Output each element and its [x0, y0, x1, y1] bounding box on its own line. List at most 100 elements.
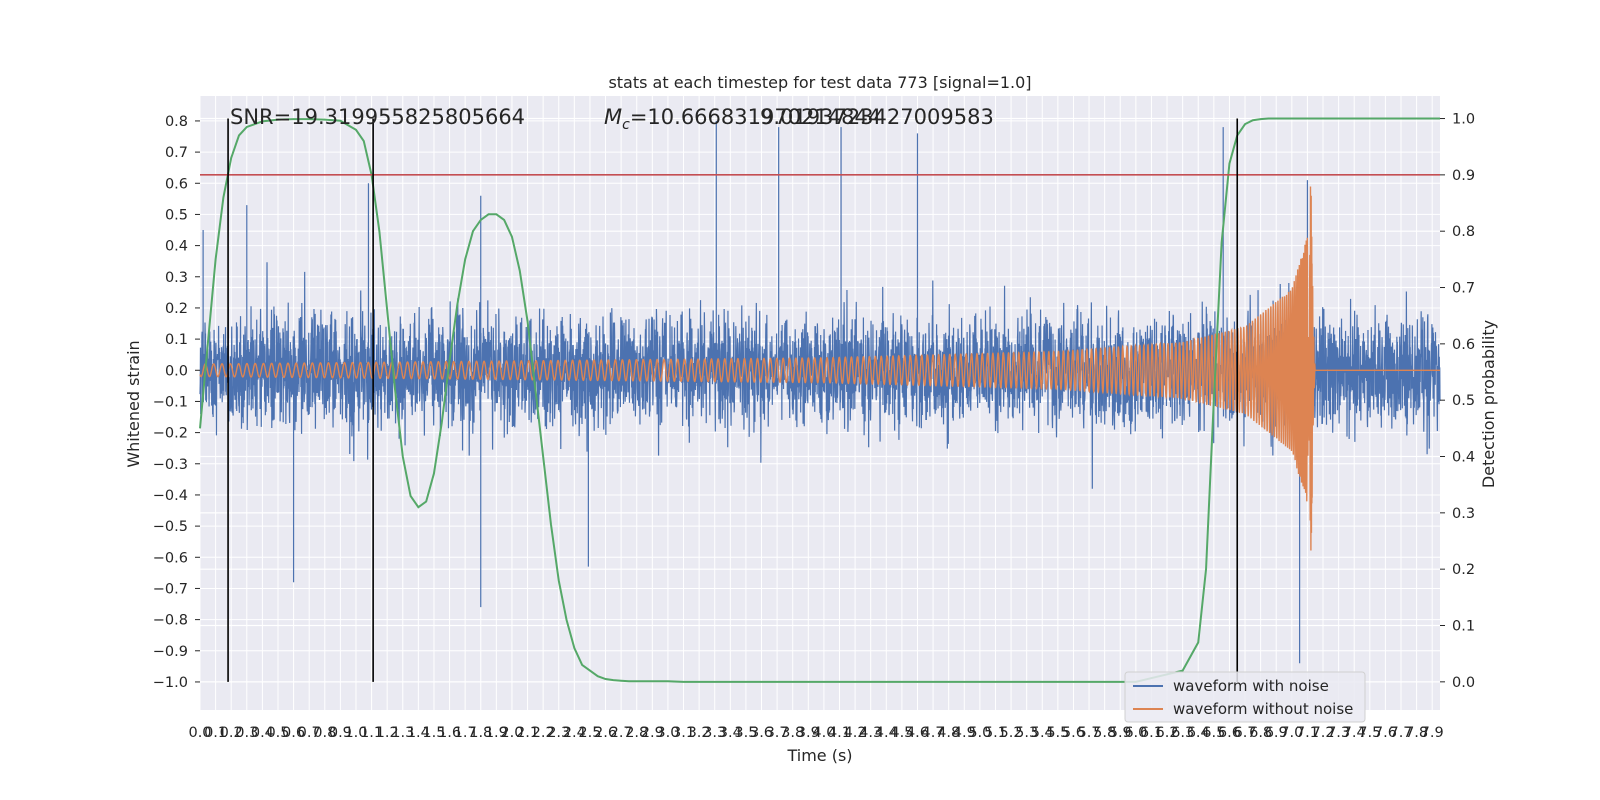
y2-tick-label: 0.0: [1452, 675, 1475, 691]
x-tick-label: 4.5: [890, 725, 913, 741]
x-tick-label: 1.7: [454, 725, 477, 741]
x-tick-label: 1.2: [376, 725, 399, 741]
x-tick-label: 5.7: [1078, 725, 1101, 741]
x-tick-label: 1.8: [469, 725, 492, 741]
chirp-mass-value: =10.666831970214844: [630, 105, 881, 129]
x-tick-label: 0.4: [251, 725, 274, 741]
y-tick-label: −0.1: [153, 394, 188, 410]
x-tick-label: 4.7: [922, 725, 945, 741]
x-tick-label: 0.8: [313, 725, 336, 741]
y-tick-label: −0.4: [153, 488, 188, 504]
x-tick-label: 0.2: [220, 725, 243, 741]
y2-tick-label: 0.9: [1452, 168, 1475, 184]
y-axis-label: Whitened strain: [124, 340, 143, 467]
x-tick-label: 2.7: [610, 725, 633, 741]
y2-tick-label: 0.1: [1452, 619, 1475, 635]
y2-axis-label: Detection probability: [1479, 320, 1498, 488]
x-tick-label: 6.3: [1171, 725, 1194, 741]
x-tick-label: 2.1: [516, 725, 539, 741]
x-tick-label: 2.8: [625, 725, 648, 741]
x-tick-label: 6.9: [1265, 725, 1288, 741]
y-tick-label: 0.3: [165, 270, 188, 286]
y-tick-label: 0.8: [165, 114, 188, 130]
x-tick-label: 1.5: [422, 725, 445, 741]
x-tick-label: 3.8: [781, 725, 804, 741]
x-tick-label: 7.6: [1374, 725, 1397, 741]
x-tick-label: 7.8: [1405, 725, 1428, 741]
x-tick-label: 0.5: [266, 725, 289, 741]
y-tick-label: −0.3: [153, 457, 188, 473]
x-tick-label: 5.4: [1031, 725, 1054, 741]
y-tick-label: −0.9: [153, 644, 188, 660]
x-tick-label: 2.0: [500, 725, 523, 741]
x-axis-label: Time (s): [786, 746, 852, 765]
x-tick-label: 3.6: [750, 725, 773, 741]
x-tick-label: 5.9: [1109, 725, 1132, 741]
x-tick-label: 4.1: [828, 725, 851, 741]
x-tick-label: 5.8: [1093, 725, 1116, 741]
y2-tick-label: 0.5: [1452, 393, 1475, 409]
y-tick-label: 0.7: [165, 145, 188, 161]
x-tick-label: 2.2: [532, 725, 555, 741]
x-tick-label: 5.3: [1015, 725, 1038, 741]
y-tick-label: −0.7: [153, 581, 188, 597]
x-tick-label: 0.3: [235, 725, 258, 741]
x-tick-label: 3.3: [703, 725, 726, 741]
x-tick-label: 7.5: [1358, 725, 1381, 741]
y-tick-label: 0.0: [165, 363, 188, 379]
y-tick-label: 0.2: [165, 301, 188, 317]
x-tick-label: 4.3: [859, 725, 882, 741]
x-tick-label: 6.0: [1124, 725, 1147, 741]
x-tick-label: 0.7: [298, 725, 321, 741]
x-tick-label: 5.1: [984, 725, 1007, 741]
x-axis-ticks: 0.00.10.20.30.40.50.60.70.80.91.01.11.21…: [188, 725, 1443, 741]
x-tick-label: 7.3: [1327, 725, 1350, 741]
chart-title: stats at each timestep for test data 773…: [608, 73, 1031, 92]
x-tick-label: 2.4: [563, 725, 586, 741]
x-tick-label: 3.7: [766, 725, 789, 741]
legend: waveform with noise waveform without noi…: [1124, 671, 1366, 723]
x-tick-label: 3.9: [797, 725, 820, 741]
x-tick-label: 0.0: [188, 725, 211, 741]
x-tick-label: 5.2: [1000, 725, 1023, 741]
x-tick-label: 6.2: [1156, 725, 1179, 741]
y2-tick-label: 0.8: [1452, 224, 1475, 240]
x-tick-label: 7.9: [1421, 725, 1444, 741]
x-tick-label: 2.9: [641, 725, 664, 741]
chirp-mass-annotation: Mc=10.666831970214844: [604, 105, 881, 133]
x-tick-label: 4.6: [906, 725, 929, 741]
x-tick-label: 1.6: [438, 725, 461, 741]
x-tick-label: 2.6: [594, 725, 617, 741]
clean-trace: [199, 186, 1440, 551]
y-tick-label: −0.8: [153, 613, 188, 629]
x-tick-label: 1.9: [485, 725, 508, 741]
legend-label-clean: waveform without noise: [1173, 700, 1353, 718]
x-tick-label: 1.3: [391, 725, 414, 741]
y2-tick-label: 0.3: [1452, 506, 1475, 522]
x-tick-label: 7.2: [1311, 725, 1334, 741]
reference-lines: [200, 118, 1440, 682]
legend-box: [1124, 671, 1366, 723]
x-tick-label: 7.7: [1389, 725, 1412, 741]
x-tick-label: 1.4: [407, 725, 430, 741]
chirp-mass-symbol: M: [604, 105, 622, 129]
x-tick-label: 4.8: [937, 725, 960, 741]
probability-trace: [199, 117, 1440, 683]
x-tick-label: 5.0: [968, 725, 991, 741]
detection-probability-line: [199, 117, 1440, 683]
y2-tick-label: 0.7: [1452, 281, 1475, 297]
y-tick-label: −0.5: [153, 519, 188, 535]
x-tick-label: 2.3: [547, 725, 570, 741]
y-tick-label: 0.4: [165, 239, 188, 255]
x-tick-label: 0.9: [329, 725, 352, 741]
y-tick-label: −1.0: [153, 675, 188, 691]
x-tick-label: 3.2: [688, 725, 711, 741]
x-tick-label: 5.5: [1046, 725, 1069, 741]
x-tick-label: 0.1: [204, 725, 227, 741]
x-tick-label: 3.5: [734, 725, 757, 741]
x-tick-label: 2.5: [578, 725, 601, 741]
x-tick-label: 0.6: [282, 725, 305, 741]
y2-axis-ticks: 1.0 0.9 0.8 0.7 0.6 0.5 0.4 0.3 0.2 0.1 0.0: [1440, 112, 1475, 691]
x-tick-label: 6.5: [1202, 725, 1225, 741]
